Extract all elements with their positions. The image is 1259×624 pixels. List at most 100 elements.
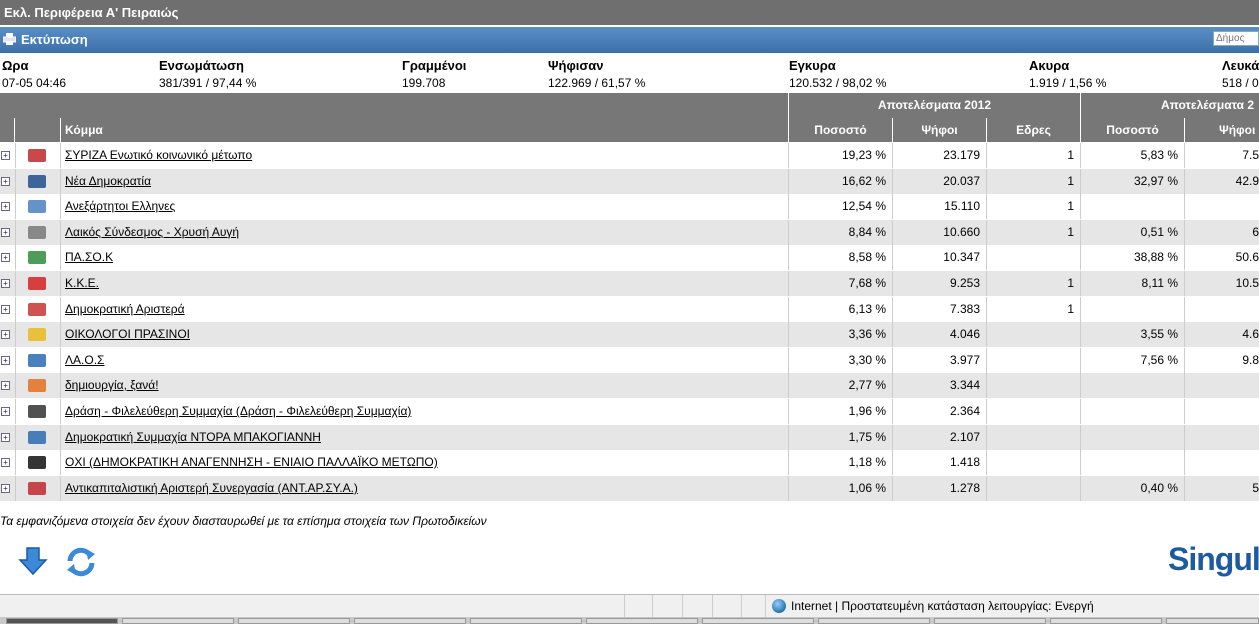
party-logo-cell [15,425,59,450]
party-name-link[interactable]: δημιουργία, ξανά! [65,378,159,392]
expand-icon[interactable]: + [1,305,10,314]
results-2012-header: Αποτελέσματα 2012 [788,93,1080,118]
party-logo-icon [28,456,46,469]
pct-cell: 2,77 % [788,373,892,398]
summary-value-invalid: 1.919 / 1,56 % [1029,76,1107,90]
party-name-link[interactable]: ΟΙΚΟΛΟΓΟΙ ΠΡΑΣΙΝΟΙ [65,327,190,341]
expand-cell: + [0,348,14,373]
taskbar-button[interactable] [1166,618,1259,624]
party-logo-cell [15,399,59,424]
header-seats[interactable]: Εδρες [986,118,1080,142]
table-row: + Νέα Δημοκρατία 16,62 % 20.037 1 32,97 % 42.9 [0,169,1259,194]
expand-icon[interactable]: + [1,253,10,262]
table-row: + ΟΙΚΟΛΟΓΟΙ ΠΡΑΣΙΝΟΙ 3,36 % 4.046 3,55 % 4.6 [0,322,1259,347]
taskbar-button[interactable] [354,618,466,624]
party-logo-icon [28,405,46,418]
print-button[interactable]: Εκτύπωση [21,32,88,47]
taskbar-button[interactable] [818,618,930,624]
pct-prev-cell [1080,450,1184,475]
pct-prev-cell: 7,56 % [1080,348,1184,373]
pct-cell: 1,18 % [788,450,892,475]
expand-cell: + [0,425,14,450]
party-name-link[interactable]: ΟΧΙ (ΔΗΜΟΚΡΑΤΙΚΗ ΑΝΑΓΕΝΝΗΣΗ - ΕΝΙΑΙΟ ΠΑΛ… [65,455,438,469]
pct-cell: 1,75 % [788,425,892,450]
printer-icon[interactable] [3,33,16,45]
pct-prev-cell: 5,83 % [1080,143,1184,168]
pct-prev-cell [1080,425,1184,450]
taskbar-button[interactable] [238,618,350,624]
votes-prev-cell [1184,450,1259,475]
votes-cell: 3.344 [892,373,986,398]
party-name-link[interactable]: ΣΥΡΙΖΑ Ενωτικό κοινωνικό μέτωπο [65,148,253,162]
table-header: Κόμμα Ποσοστό Ψήφοι Εδρες Ποσοστό Ψήφοι [0,118,1259,142]
summary-header-time: Ωρα [2,58,29,73]
pct-cell: 8,84 % [788,220,892,245]
expand-icon[interactable]: + [1,177,10,186]
expand-icon[interactable]: + [1,202,10,211]
refresh-icon[interactable] [64,546,98,578]
expand-icon[interactable]: + [1,484,10,493]
expand-icon[interactable]: + [1,330,10,339]
header-pct-prev[interactable]: Ποσοστό [1080,118,1184,142]
party-name-link[interactable]: Λαικός Σύνδεσμος - Χρυσή Αυγή [65,225,240,239]
votes-prev-cell [1184,399,1259,424]
votes-prev-cell [1184,425,1259,450]
party-name-link[interactable]: Νέα Δημοκρατία [65,174,152,188]
votes-cell: 10.660 [892,220,986,245]
header-logo-col [14,118,60,142]
header-votes-prev[interactable]: Ψήφοι [1184,118,1259,142]
party-name-cell: Κ.Κ.Ε. [60,271,788,296]
party-name-link[interactable]: ΠΑ.ΣΟ.Κ [65,250,114,264]
seats-cell: 1 [986,220,1080,245]
party-name-cell: Δράση - Φιλελεύθερη Συμμαχία (Δράση - Φι… [60,399,788,424]
expand-icon[interactable]: + [1,381,10,390]
expand-cell: + [0,194,14,219]
seats-cell [986,399,1080,424]
party-logo-cell [15,143,59,168]
expand-icon[interactable]: + [1,279,10,288]
expand-icon[interactable]: + [1,228,10,237]
taskbar-button[interactable] [6,618,118,624]
party-logo-cell [15,450,59,475]
status-segment [741,595,742,617]
votes-prev-cell [1184,297,1259,322]
header-votes[interactable]: Ψήφοι [892,118,986,142]
expand-icon[interactable]: + [1,356,10,365]
taskbar-button[interactable] [122,618,234,624]
party-name-link[interactable]: Αντικαπιταλιστική Αριστερή Συνεργασία (Α… [65,481,358,495]
print-bar: Εκτύπωση [0,27,1259,53]
expand-icon[interactable]: + [1,433,10,442]
party-logo-icon [28,175,46,188]
expand-icon[interactable]: + [1,151,10,160]
taskbar-button[interactable] [470,618,582,624]
votes-cell: 3.977 [892,348,986,373]
party-name-link[interactable]: Δράση - Φιλελεύθερη Συμμαχία (Δράση - Φι… [65,404,412,418]
results-table: + ΣΥΡΙΖΑ Ενωτικό κοινωνικό μέτωπο 19,23 % 2… [0,143,1259,511]
pct-cell: 6,13 % [788,297,892,322]
seats-cell [986,450,1080,475]
summary-value-valid: 120.532 / 98,02 % [789,76,887,90]
party-name-link[interactable]: Κ.Κ.Ε. [65,276,100,290]
party-name-link[interactable]: Δημοκρατική Συμμαχία ΝΤΟΡΑ ΜΠΑΚΟΓΙΑΝΝΗ [65,430,321,444]
party-name-link[interactable]: Ανεξάρτητοι Ελληνες [65,199,176,213]
pct-cell: 3,30 % [788,348,892,373]
summary-value-registered: 199.708 [402,76,446,90]
expand-icon[interactable]: + [1,458,10,467]
taskbar-button[interactable] [702,618,814,624]
municipality-search-input[interactable] [1213,31,1259,46]
download-arrow-icon[interactable] [18,546,48,576]
status-segment [712,595,713,617]
party-logo-cell [15,373,59,398]
taskbar-button[interactable] [1050,618,1162,624]
expand-icon[interactable]: + [1,407,10,416]
party-name-cell: Νέα Δημοκρατία [60,169,788,194]
party-name-link[interactable]: Δημοκρατική Αριστερά [65,302,185,316]
taskbar-button[interactable] [934,618,1046,624]
header-party[interactable]: Κόμμα [60,118,788,142]
header-pct[interactable]: Ποσοστό [788,118,892,142]
expand-cell: + [0,245,14,270]
expand-cell: + [0,143,14,168]
party-name-link[interactable]: ΛΑ.Ο.Σ [65,353,105,367]
taskbar-button[interactable] [586,618,698,624]
summary-header-blank: Λευκά [1222,58,1259,73]
